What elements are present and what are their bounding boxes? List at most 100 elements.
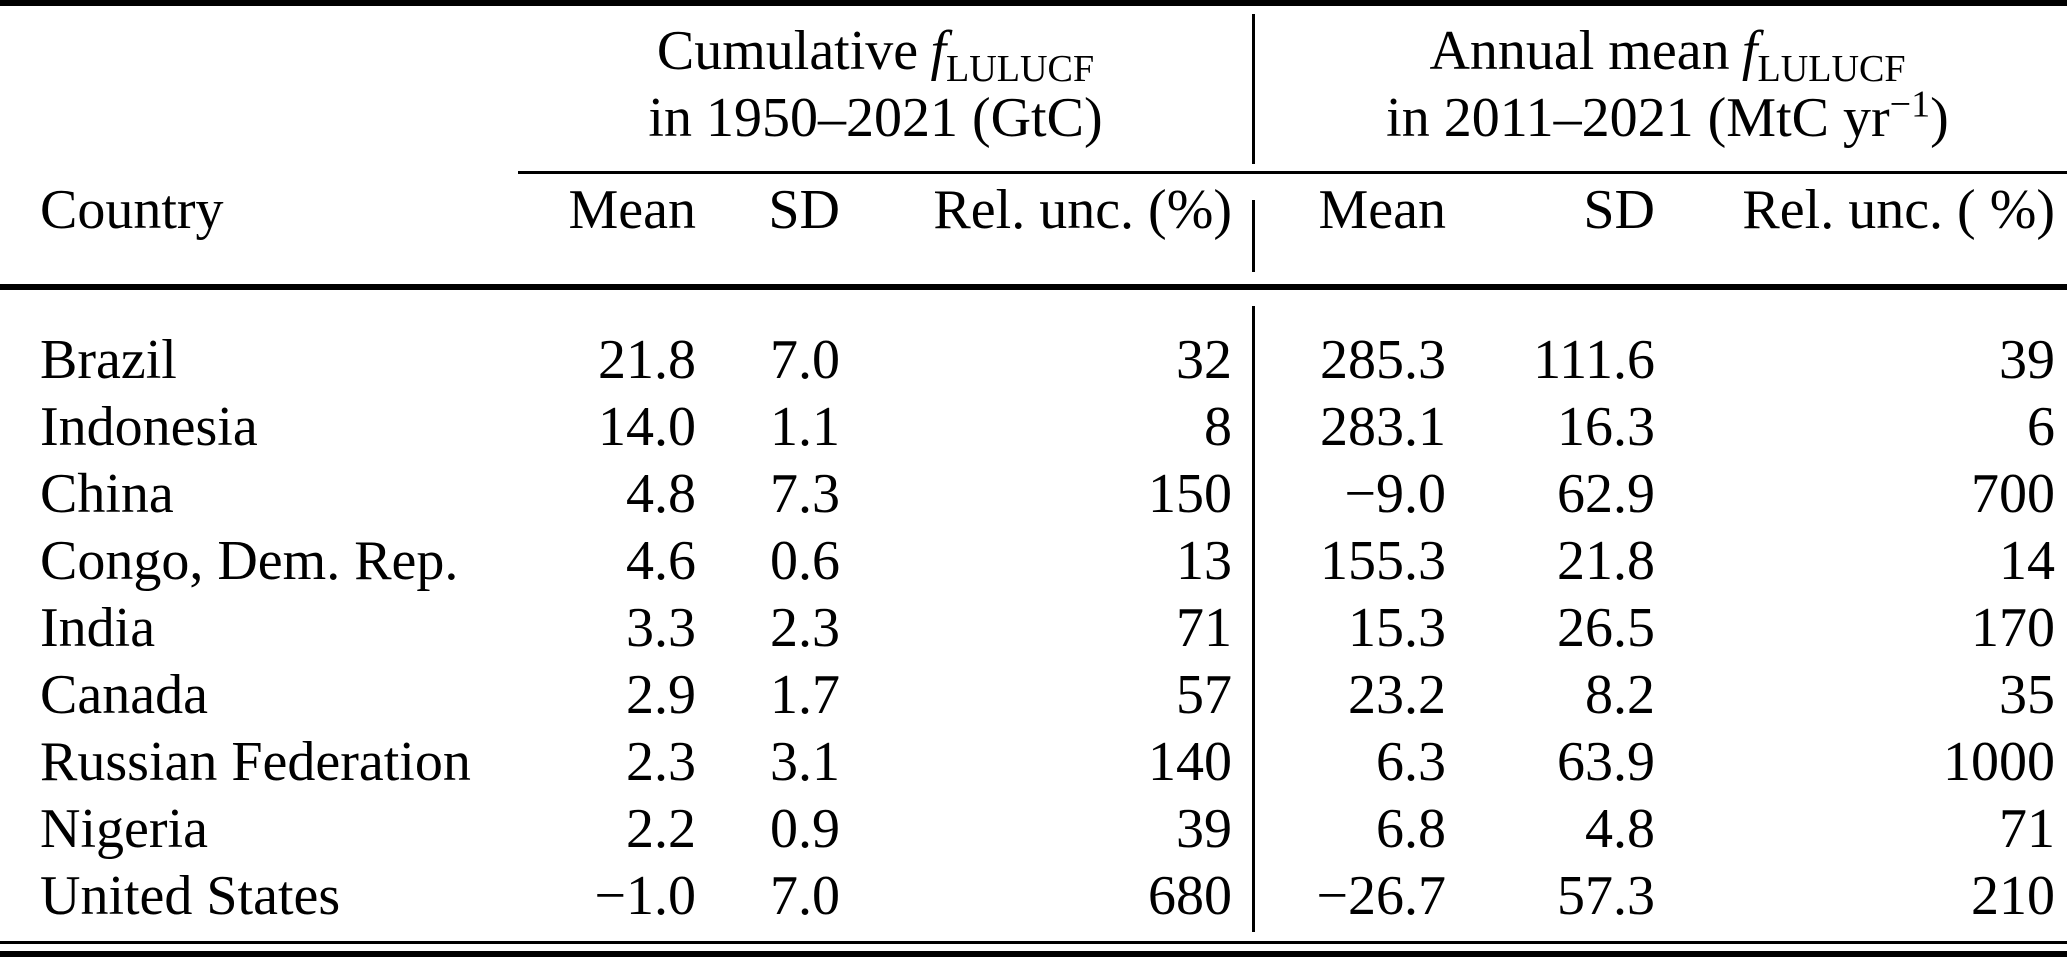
group-header-line2: in 1950–2021 (GtC) xyxy=(648,87,1103,149)
header-separator-rule xyxy=(0,284,2067,290)
cell-cum-mean: 4.8 xyxy=(626,462,696,525)
cell-cum-sd: 7.3 xyxy=(770,462,840,525)
cell-country: Brazil xyxy=(40,328,177,391)
cell-cum-rel-unc: 150 xyxy=(1148,462,1232,525)
table-row: Congo, Dem. Rep. 4.6 0.6 13 155.3 21.8 1… xyxy=(40,527,2055,594)
table-row: India 3.3 2.3 71 15.3 26.5 170 xyxy=(40,594,2055,661)
header-ann-rel-unc: Rel. unc. ( %) xyxy=(1742,179,2055,241)
cell-cum-rel-unc: 39 xyxy=(1176,797,1232,860)
group-header-line1: Cumulative fLULUCF xyxy=(519,18,1232,88)
cell-ann-rel-unc: 14 xyxy=(1999,529,2055,592)
table-row: Indonesia 14.0 1.1 8 283.1 16.3 6 xyxy=(40,393,2055,460)
cell-ann-rel-unc: 71 xyxy=(1999,797,2055,860)
cell-ann-rel-unc: 6 xyxy=(2027,395,2055,458)
f-symbol: f xyxy=(1741,20,1758,82)
cell-country: Indonesia xyxy=(40,395,258,458)
cell-ann-sd: 57.3 xyxy=(1557,864,1655,927)
f-symbol: f xyxy=(930,20,947,82)
cell-ann-mean: 23.2 xyxy=(1348,663,1446,726)
column-group-header-cumulative: Cumulative fLULUCF in 1950–2021 (GtC) xyxy=(519,18,1232,152)
table-row: Russian Federation 2.3 3.1 140 6.3 63.9 … xyxy=(40,728,2055,795)
cell-cum-sd: 2.3 xyxy=(770,596,840,659)
cell-country: Nigeria xyxy=(40,797,208,860)
header-ann-sd: SD xyxy=(1583,179,1655,241)
group-divider-line xyxy=(1252,200,1255,272)
cell-ann-mean: −26.7 xyxy=(1316,864,1446,927)
cell-country: Congo, Dem. Rep. xyxy=(40,529,459,592)
group-header-text: ) xyxy=(1930,87,1949,149)
cell-cum-sd: 0.6 xyxy=(770,529,840,592)
group-divider-line xyxy=(1252,14,1255,164)
cell-ann-sd: 26.5 xyxy=(1557,596,1655,659)
cell-cum-mean: 14.0 xyxy=(598,395,696,458)
cell-ann-rel-unc: 700 xyxy=(1971,462,2055,525)
cell-cum-sd: 7.0 xyxy=(770,864,840,927)
table-row: United States −1.0 7.0 680 −26.7 57.3 21… xyxy=(40,862,2055,929)
cell-ann-sd: 63.9 xyxy=(1557,730,1655,793)
header-ann-mean: Mean xyxy=(1318,179,1446,241)
header-cum-rel-unc: Rel. unc. (%) xyxy=(933,179,1232,241)
table-body: Brazil 21.8 7.0 32 285.3 111.6 39 Indone… xyxy=(40,326,2055,929)
group-header-text: Cumulative xyxy=(656,20,919,82)
cell-ann-mean: 283.1 xyxy=(1320,395,1446,458)
bottom-rule-thick xyxy=(0,951,2067,957)
cell-cum-mean: 21.8 xyxy=(598,328,696,391)
table-row: Brazil 21.8 7.0 32 285.3 111.6 39 xyxy=(40,326,2055,393)
cell-ann-sd: 4.8 xyxy=(1585,797,1655,860)
f-subscript: LULUCF xyxy=(946,48,1095,91)
cell-ann-mean: −9.0 xyxy=(1344,462,1446,525)
cell-ann-rel-unc: 1000 xyxy=(1943,730,2055,793)
cell-cum-rel-unc: 140 xyxy=(1148,730,1232,793)
cell-ann-sd: 8.2 xyxy=(1585,663,1655,726)
column-header-row: Country Mean SD Rel. unc. (%) Mean SD Re… xyxy=(40,177,2055,243)
cell-cum-mean: 2.2 xyxy=(626,797,696,860)
cell-ann-mean: 6.8 xyxy=(1376,797,1446,860)
cell-cum-mean: 4.6 xyxy=(626,529,696,592)
unit-exponent: −1 xyxy=(1889,83,1931,126)
table-row: China 4.8 7.3 150 −9.0 62.9 700 xyxy=(40,460,2055,527)
header-country: Country xyxy=(40,179,224,241)
cell-ann-rel-unc: 39 xyxy=(1999,328,2055,391)
cell-cum-rel-unc: 32 xyxy=(1176,328,1232,391)
cell-cum-sd: 3.1 xyxy=(770,730,840,793)
cell-ann-sd: 21.8 xyxy=(1557,529,1655,592)
table-row: Nigeria 2.2 0.9 39 6.8 4.8 71 xyxy=(40,795,2055,862)
cell-ann-mean: 6.3 xyxy=(1376,730,1446,793)
column-group-header-annual-mean: Annual mean fLULUCF in 2011–2021 (MtC yr−… xyxy=(1268,18,2067,152)
cell-cum-mean: 3.3 xyxy=(626,596,696,659)
cell-cum-sd: 7.0 xyxy=(770,328,840,391)
group-header-line2: in 2011–2021 (MtC yr−1) xyxy=(1268,85,2067,152)
cell-ann-sd: 111.6 xyxy=(1533,328,1655,391)
group-header-text: in 2011–2021 (MtC yr xyxy=(1386,87,1890,149)
cell-ann-mean: 15.3 xyxy=(1348,596,1446,659)
table-row: Canada 2.9 1.7 57 23.2 8.2 35 xyxy=(40,661,2055,728)
group-header-line1: Annual mean fLULUCF xyxy=(1268,18,2067,88)
cell-cum-mean: 2.9 xyxy=(626,663,696,726)
cell-ann-mean: 285.3 xyxy=(1320,328,1446,391)
cell-cum-rel-unc: 8 xyxy=(1204,395,1232,458)
cell-cum-rel-unc: 13 xyxy=(1176,529,1232,592)
cell-cum-mean: −1.0 xyxy=(594,864,696,927)
cell-ann-mean: 155.3 xyxy=(1320,529,1446,592)
group-header-text: Annual mean xyxy=(1429,20,1730,82)
cell-cum-rel-unc: 680 xyxy=(1148,864,1232,927)
top-rule xyxy=(0,0,2067,6)
cell-ann-rel-unc: 35 xyxy=(1999,663,2055,726)
column-group-underline xyxy=(518,171,2067,174)
cell-country: Canada xyxy=(40,663,208,726)
cell-cum-rel-unc: 71 xyxy=(1176,596,1232,659)
header-cum-sd: SD xyxy=(768,179,840,241)
cell-cum-sd: 0.9 xyxy=(770,797,840,860)
cell-cum-mean: 2.3 xyxy=(626,730,696,793)
header-cum-mean: Mean xyxy=(568,179,696,241)
group-divider-line xyxy=(1252,306,1255,932)
cell-cum-sd: 1.1 xyxy=(770,395,840,458)
cell-country: India xyxy=(40,596,156,659)
f-subscript: LULUCF xyxy=(1757,48,1906,91)
cell-ann-rel-unc: 170 xyxy=(1971,596,2055,659)
cell-cum-rel-unc: 57 xyxy=(1176,663,1232,726)
cell-country: China xyxy=(40,462,174,525)
cell-country: United States xyxy=(40,864,341,927)
cell-country: Russian Federation xyxy=(40,730,471,793)
